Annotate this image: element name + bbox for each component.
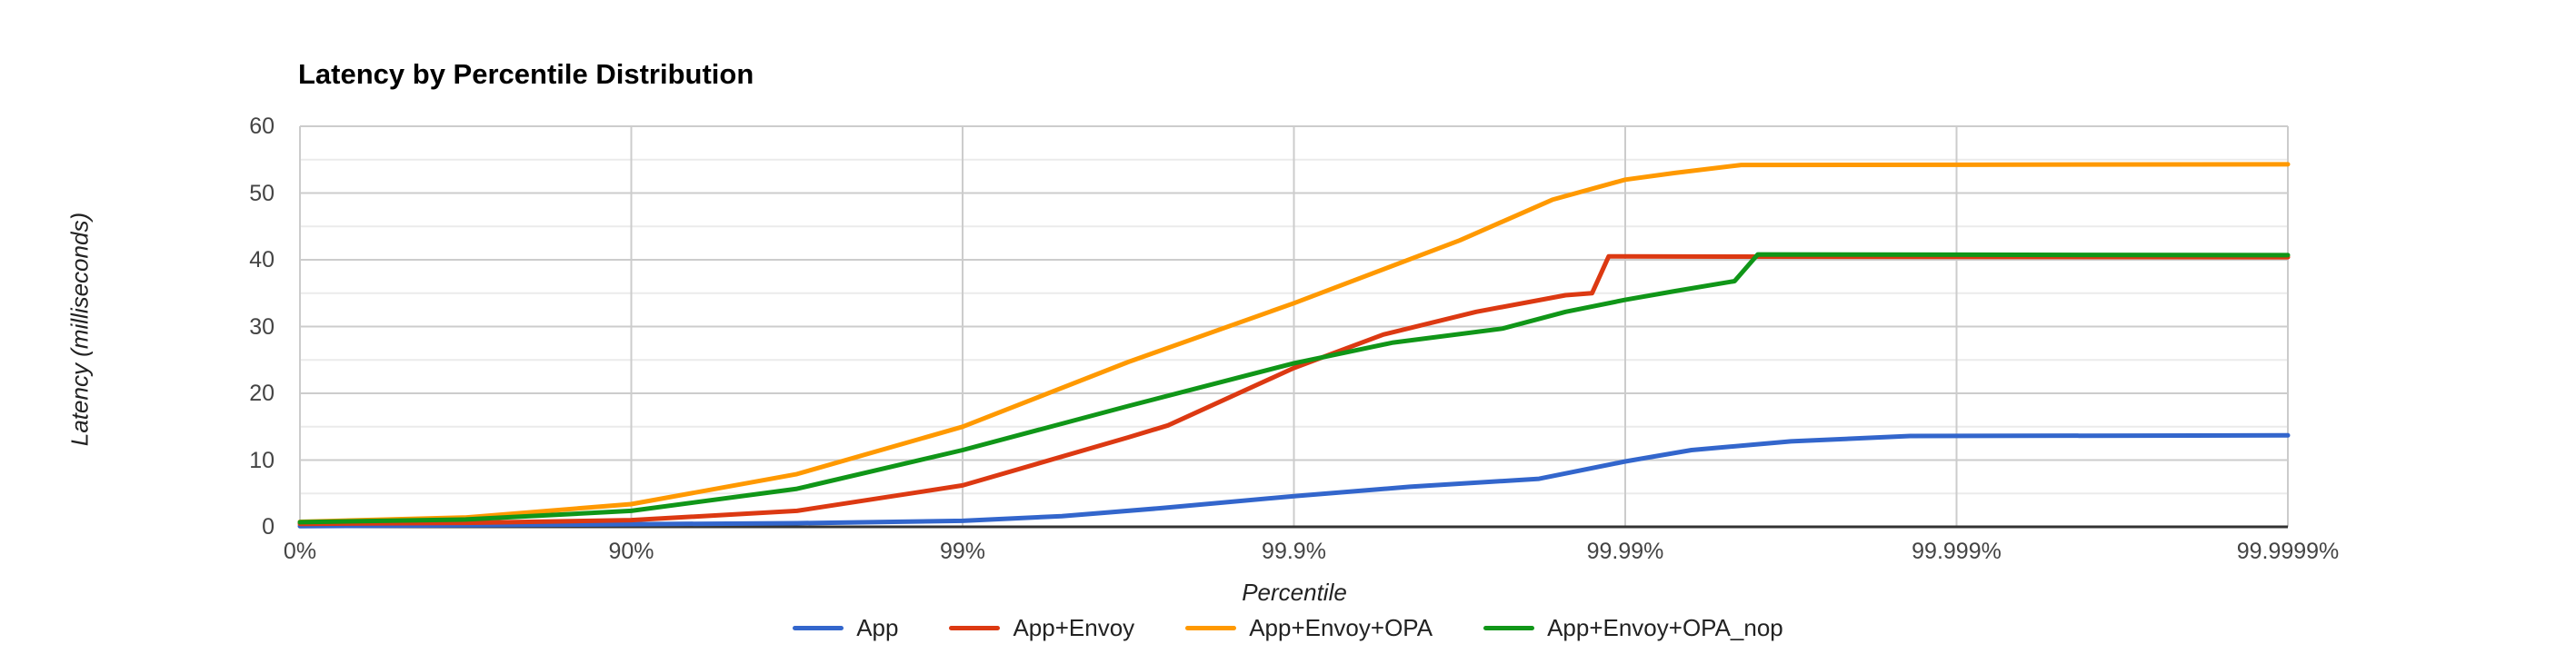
legend-label: App <box>856 614 899 641</box>
x-axis-title: Percentile <box>1242 579 1347 606</box>
legend-swatch-icon <box>1185 626 1237 630</box>
legend-swatch-icon <box>949 626 1001 630</box>
legend-swatch-icon <box>1483 626 1535 630</box>
y-tick-label: 30 <box>249 313 275 340</box>
x-tick-label: 99.9% <box>1262 539 1326 564</box>
legend-label: App+Envoy+OPA <box>1249 614 1433 641</box>
legend-item-App+Envoy+OPA: App+Envoy+OPA <box>1185 614 1433 642</box>
legend-label: App+Envoy <box>1013 614 1135 641</box>
x-tick-label: 0% <box>283 539 317 564</box>
legend-label: App+Envoy+OPA_nop <box>1547 614 1783 641</box>
y-tick-label: 50 <box>249 180 275 206</box>
x-tick-label: 99.9999% <box>2236 539 2340 564</box>
y-tick-label: 10 <box>249 447 275 473</box>
chart-title: Latency by Percentile Distribution <box>298 58 754 90</box>
legend-item-App: App <box>793 614 898 642</box>
legend-item-App+Envoy: App+Envoy <box>949 614 1134 642</box>
legend-swatch-icon <box>793 626 844 630</box>
x-tick-label: 90% <box>608 539 654 564</box>
y-tick-label: 0 <box>262 514 275 540</box>
legend: App App+Envoy App+Envoy+OPA App+Envoy+OPA_n… <box>0 614 2576 642</box>
legend-item-App+Envoy+OPA_nop: App+Envoy+OPA_nop <box>1483 614 1783 642</box>
series-line-App <box>297 432 2291 529</box>
y-tick-label: 20 <box>249 381 275 406</box>
y-tick-label: 60 <box>249 114 275 139</box>
x-tick-label: 99.999% <box>1912 539 2002 564</box>
series-line-App+Envoy <box>297 253 2291 527</box>
series-line-App+Envoy+OPA <box>297 162 2291 524</box>
y-tick-label: 40 <box>249 247 275 272</box>
x-tick-label: 99% <box>939 539 986 564</box>
series-line-App+Envoy+OPA_nop <box>297 252 2291 525</box>
x-tick-label: 99.99% <box>1586 539 1664 564</box>
